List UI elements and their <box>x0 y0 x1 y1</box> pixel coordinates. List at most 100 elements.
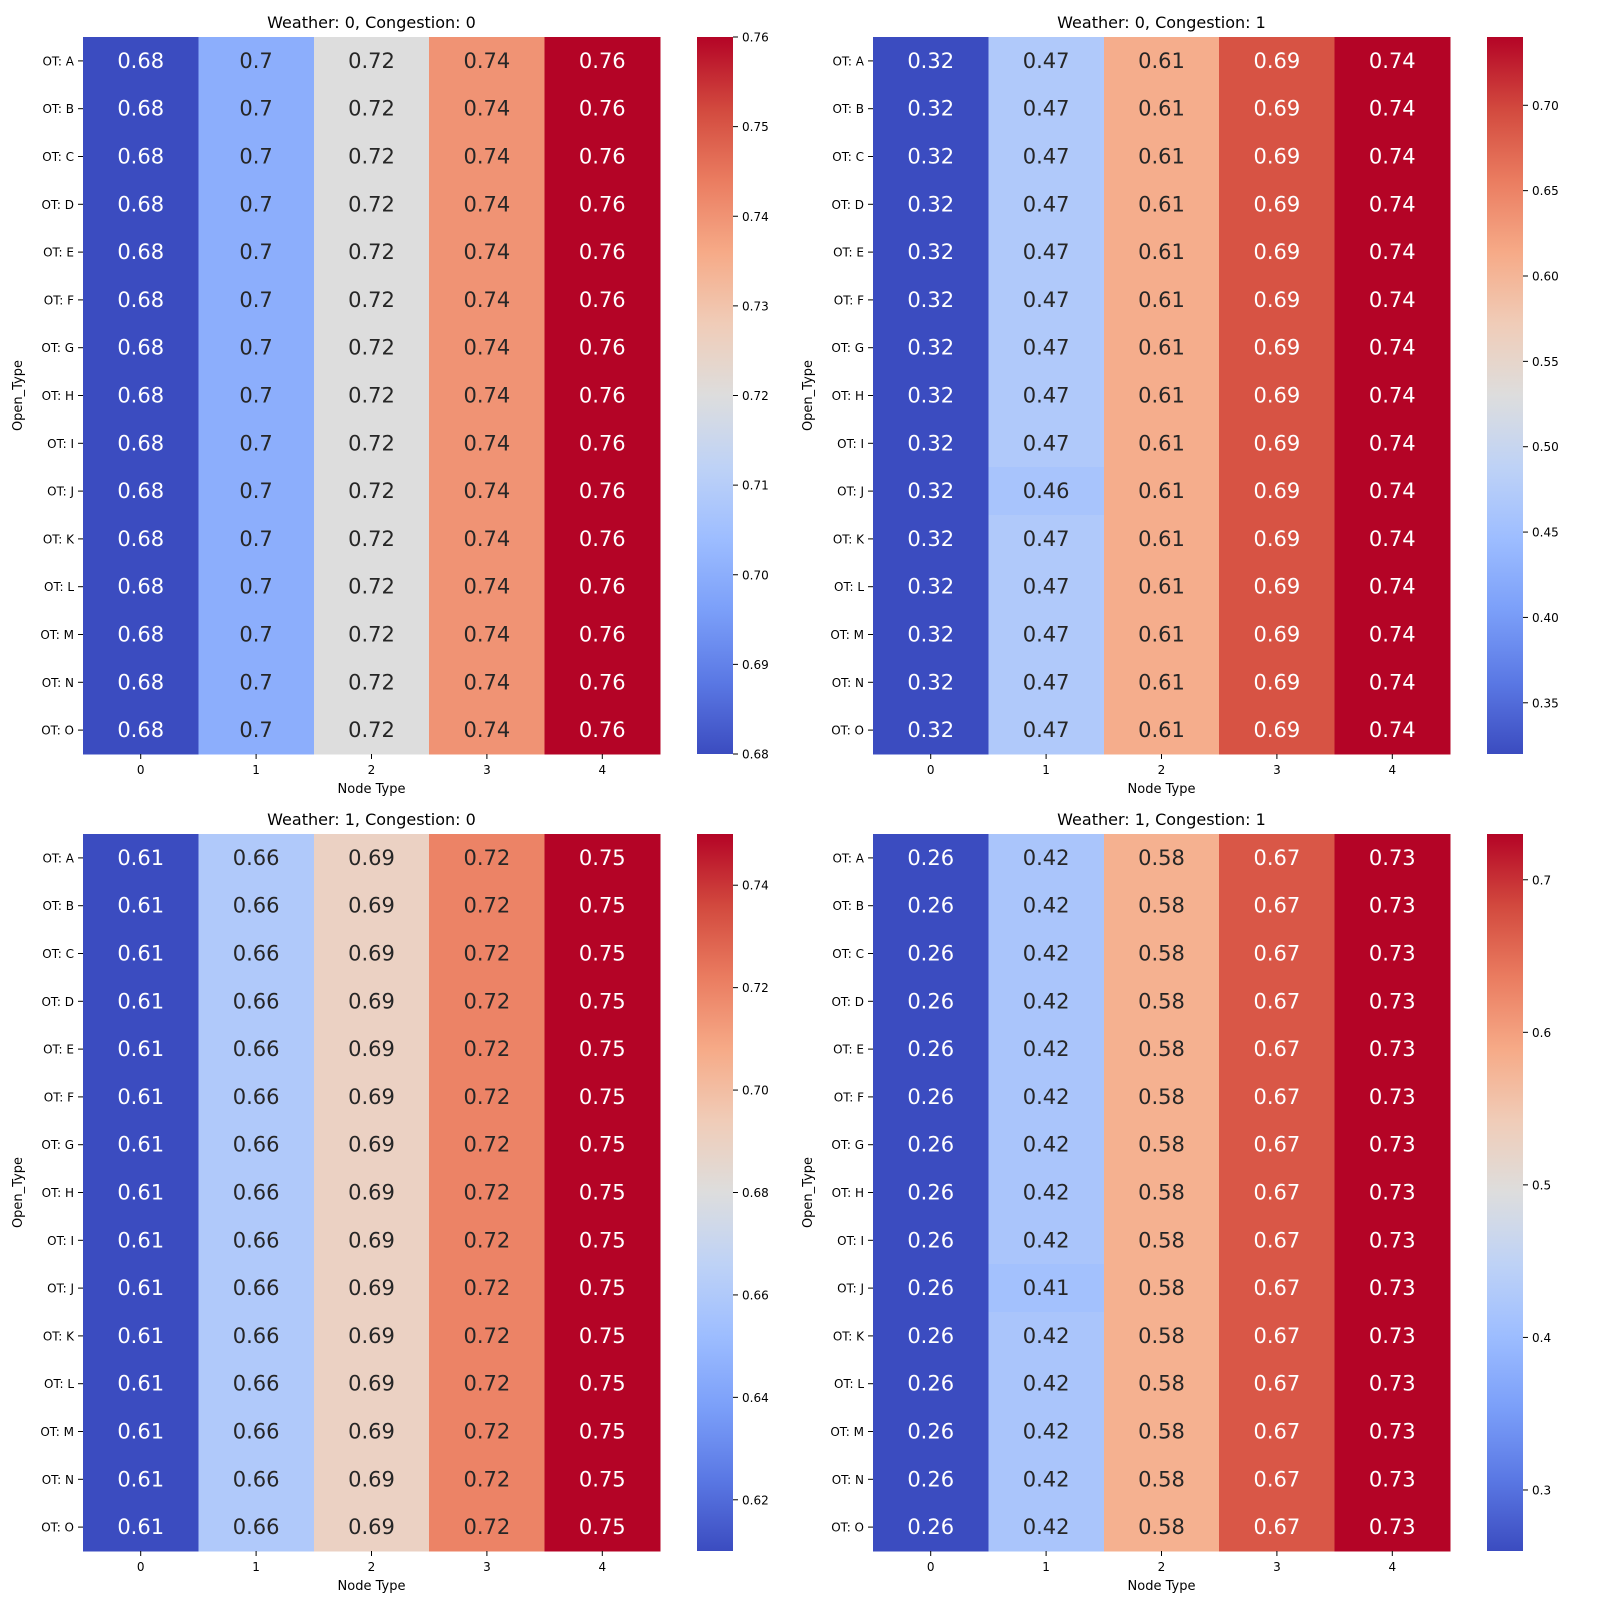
x-tick-label: 4 <box>1388 763 1396 777</box>
heatmap-cell <box>198 562 315 612</box>
heatmap-cell <box>1334 419 1451 468</box>
heatmap-cell <box>1334 515 1451 564</box>
heatmap-cell <box>988 1120 1105 1170</box>
cell-value-label: 0.75 <box>579 1420 626 1444</box>
cell-value-label: 0.47 <box>1023 431 1070 455</box>
x-tick-label: 2 <box>1158 1560 1166 1574</box>
heatmap-cell <box>1334 881 1451 931</box>
heatmap-cell <box>1103 180 1220 229</box>
heatmap-cell <box>313 132 430 181</box>
y-tick-label: OT: C <box>832 947 864 961</box>
colorbar-tick-label: 0.73 <box>742 299 769 313</box>
cell-value-label: 0.32 <box>907 670 954 694</box>
heatmap-cell <box>1334 132 1451 181</box>
cell-value-label: 0.7 <box>239 240 272 264</box>
heatmap-cell <box>429 1503 546 1552</box>
y-tick-label: OT: E <box>43 1043 74 1057</box>
cell-value-label: 0.26 <box>907 1133 954 1157</box>
colorbar-tick-label: 0.70 <box>742 1084 769 1098</box>
cell-value-label: 0.7 <box>239 97 272 121</box>
heatmap-cell <box>988 180 1105 229</box>
cell-value-label: 0.72 <box>464 1181 511 1205</box>
heatmap-panel-1: Weather: 0, Congestion: 00.68 0.7 0.72 0.74… <box>11 13 769 797</box>
cell-value-label: 0.47 <box>1023 670 1070 694</box>
heatmap-cell <box>1219 1312 1336 1361</box>
heatmap-cell <box>83 881 199 931</box>
cell-value-label: 0.69 <box>1254 575 1301 599</box>
cell-value-label: 0.76 <box>579 240 626 264</box>
heatmap-cell <box>873 1503 989 1552</box>
heatmap-cell <box>1219 515 1336 564</box>
heatmap-cell <box>988 1359 1105 1409</box>
heatmap-cell <box>313 323 430 373</box>
heatmap-cell <box>429 1455 546 1504</box>
y-tick-label: OT: K <box>833 532 865 546</box>
x-tick-label: 3 <box>483 763 491 777</box>
heatmap-cell <box>988 929 1105 978</box>
y-tick-label: OT: H <box>832 1186 864 1200</box>
heatmap-cell <box>429 1168 546 1217</box>
cell-value-label: 0.66 <box>233 1276 280 1300</box>
heatmap-cell <box>313 1407 430 1456</box>
cell-value-label: 0.72 <box>348 623 395 647</box>
heatmap-cell <box>1103 1120 1220 1170</box>
cell-value-label: 0.74 <box>1369 623 1416 647</box>
cell-value-label: 0.72 <box>464 1228 511 1252</box>
heatmap-cell <box>198 929 315 978</box>
cell-value-label: 0.42 <box>1023 846 1070 870</box>
cell-value-label: 0.72 <box>348 670 395 694</box>
y-tick-label: OT: D <box>41 198 74 212</box>
cell-value-label: 0.42 <box>1023 1181 1070 1205</box>
cell-value-label: 0.32 <box>907 479 954 503</box>
heatmap-cell <box>1334 1120 1451 1170</box>
x-tick-label: 2 <box>1158 763 1166 777</box>
cell-value-label: 0.58 <box>1138 1420 1185 1444</box>
cell-value-label: 0.72 <box>348 527 395 551</box>
heatmap-cell <box>1334 1264 1451 1313</box>
heatmap-cell <box>1219 467 1336 516</box>
heatmap-cell <box>544 419 661 468</box>
heatmap-cell <box>1219 132 1336 181</box>
heatmap-cell <box>429 37 546 86</box>
y-tick-label: OT: C <box>42 947 74 961</box>
cell-value-label: 0.61 <box>117 894 164 918</box>
cell-value-label: 0.26 <box>907 1420 954 1444</box>
colorbar-tick-label: 0.70 <box>1532 99 1559 113</box>
cell-value-label: 0.61 <box>1138 575 1185 599</box>
heatmap-cell <box>544 1312 661 1361</box>
cell-value-label: 0.58 <box>1138 1085 1185 1109</box>
cell-value-label: 0.68 <box>117 479 164 503</box>
heatmap-cell <box>83 1359 199 1409</box>
heatmap-cell <box>988 132 1105 181</box>
cell-value-label: 0.32 <box>907 431 954 455</box>
heatmap-cell <box>988 1216 1105 1265</box>
cell-value-label: 0.58 <box>1138 846 1185 870</box>
heatmap-cell <box>198 37 315 86</box>
cell-value-label: 0.32 <box>907 49 954 73</box>
cell-value-label: 0.73 <box>1369 1085 1416 1109</box>
y-tick-label: OT: I <box>47 437 74 451</box>
heatmap-cell <box>83 419 199 468</box>
x-tick-label: 4 <box>598 1560 606 1574</box>
cell-value-label: 0.69 <box>348 1037 395 1061</box>
cell-value-label: 0.74 <box>464 527 511 551</box>
y-tick-label: OT: D <box>831 198 864 212</box>
heatmap-cell <box>198 706 315 755</box>
cell-value-label: 0.61 <box>1138 240 1185 264</box>
heatmap-cell <box>1334 929 1451 978</box>
heatmap-cell <box>873 1312 989 1361</box>
heatmap-cell <box>873 37 989 86</box>
cell-value-label: 0.74 <box>464 97 511 121</box>
cell-value-label: 0.42 <box>1023 1420 1070 1444</box>
heatmap-cell <box>1219 1359 1336 1409</box>
heatmap-cell <box>429 1312 546 1361</box>
cell-value-label: 0.32 <box>907 240 954 264</box>
cell-value-label: 0.74 <box>464 240 511 264</box>
heatmap-cell <box>313 180 430 229</box>
colorbar-tick-label: 0.7 <box>1532 873 1551 887</box>
heatmap-cell <box>544 371 661 420</box>
heatmap-cell <box>1219 37 1336 86</box>
cell-value-label: 0.47 <box>1023 623 1070 647</box>
heatmap-cell <box>429 1120 546 1170</box>
cell-value-label: 0.47 <box>1023 97 1070 121</box>
